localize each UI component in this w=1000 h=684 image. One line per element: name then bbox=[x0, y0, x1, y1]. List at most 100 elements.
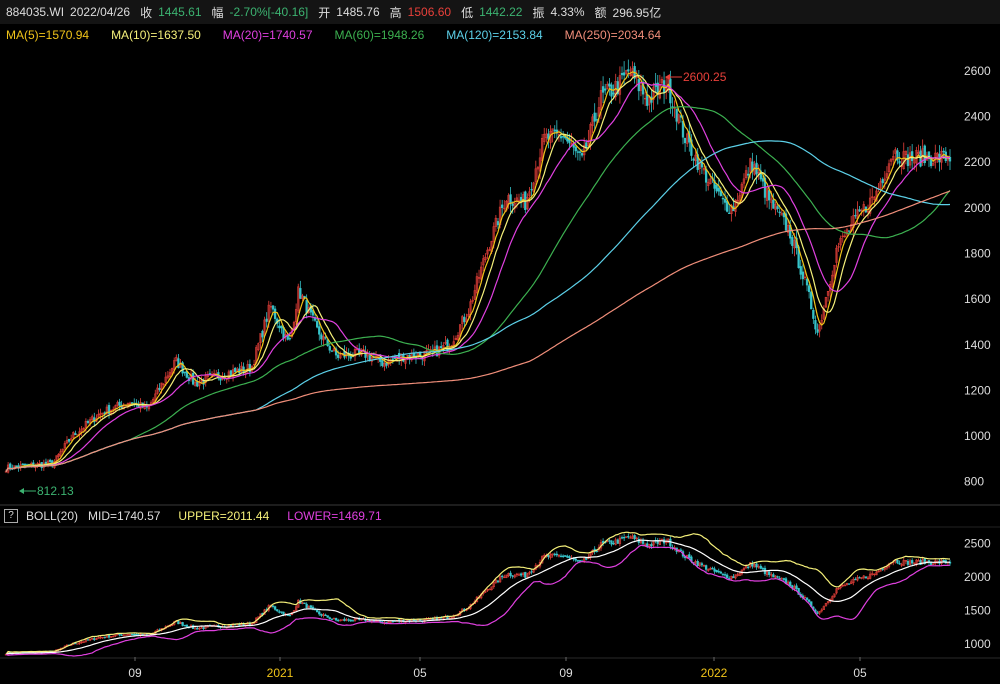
boll-candle-body bbox=[618, 537, 622, 544]
boll-candle-body bbox=[307, 605, 310, 609]
candle-body bbox=[391, 358, 395, 360]
candle-body bbox=[772, 199, 775, 209]
boll-candle-body bbox=[753, 564, 756, 568]
boll-candle-body bbox=[564, 555, 567, 557]
boll-candle-body bbox=[345, 619, 348, 621]
candle-body bbox=[534, 168, 537, 182]
boll-candle-body bbox=[530, 571, 533, 573]
low-marker-label: 812.13 bbox=[37, 484, 74, 498]
candle-body bbox=[568, 138, 571, 144]
boll-candle-body bbox=[551, 553, 554, 556]
candle-body bbox=[627, 69, 630, 72]
candle-body bbox=[463, 316, 466, 323]
boll-candle-body bbox=[280, 611, 283, 613]
y-tick-label: 1200 bbox=[964, 383, 991, 397]
ma5-legend: MA(5)=1570.94 bbox=[6, 28, 90, 42]
candle-body bbox=[536, 167, 540, 170]
boll-candle-body bbox=[833, 593, 836, 598]
candle-body bbox=[248, 364, 252, 373]
boll-candle-body bbox=[511, 575, 514, 577]
boll-candle-body bbox=[881, 568, 884, 570]
boll-candle-body bbox=[629, 537, 632, 539]
candle-body bbox=[330, 350, 334, 352]
candle-body bbox=[936, 152, 939, 157]
candle-body bbox=[328, 346, 331, 351]
candle-body bbox=[625, 70, 628, 74]
boll-candle-body bbox=[568, 556, 571, 559]
boll-candle-body bbox=[635, 537, 638, 540]
candle-body bbox=[86, 420, 90, 424]
y-tick-label: 1600 bbox=[964, 292, 991, 306]
amount-value: 296.95亿 bbox=[612, 5, 662, 20]
candle-body bbox=[761, 178, 765, 182]
candle-body bbox=[791, 237, 794, 246]
candle-body bbox=[166, 375, 170, 379]
boll-candle-body bbox=[778, 577, 781, 580]
boll-candle-body bbox=[339, 619, 342, 622]
boll-candle-body bbox=[341, 619, 344, 621]
boll-candle-body bbox=[696, 561, 699, 566]
x-tick-label: 2022 bbox=[701, 666, 728, 680]
candle-body bbox=[139, 402, 142, 409]
boll-candle-body bbox=[904, 559, 907, 562]
boll-candle-body bbox=[625, 536, 628, 538]
boll-candle-body bbox=[875, 571, 878, 576]
ma250-line bbox=[5, 190, 951, 472]
y-tick-label: 2200 bbox=[964, 155, 991, 169]
candle-body bbox=[917, 152, 920, 155]
candle-body bbox=[61, 448, 64, 452]
boll-candle-body bbox=[320, 613, 323, 616]
boll-candle-body bbox=[620, 537, 624, 539]
boll-candle-body bbox=[326, 615, 329, 618]
boll-candle-body bbox=[177, 620, 180, 625]
candle-body bbox=[74, 433, 77, 436]
candle-body bbox=[595, 119, 598, 121]
boll-candle-body bbox=[80, 641, 83, 644]
y-tick-label: 2600 bbox=[964, 64, 991, 78]
boll-candle-body bbox=[278, 611, 281, 613]
candle-body bbox=[820, 319, 823, 325]
candle-body bbox=[259, 333, 262, 343]
y-tick-label: 2000 bbox=[964, 201, 991, 215]
candle-body bbox=[692, 158, 695, 161]
boll-candle-body bbox=[896, 559, 899, 564]
candle-body bbox=[368, 355, 371, 361]
candle-body bbox=[702, 167, 706, 171]
boll-candle-body bbox=[688, 554, 691, 558]
boll-candle-body bbox=[679, 549, 683, 551]
candle-body bbox=[332, 348, 336, 351]
candle-body bbox=[164, 376, 167, 383]
candle-body bbox=[484, 256, 487, 260]
candle-body bbox=[353, 349, 357, 357]
boll-candle-body bbox=[906, 561, 910, 565]
boll-candle-body bbox=[103, 636, 106, 639]
candle-body bbox=[446, 339, 449, 352]
boll-candle-body bbox=[337, 619, 340, 622]
candle-body bbox=[694, 154, 697, 162]
boll-candle-body bbox=[555, 553, 558, 556]
help-icon[interactable]: ? bbox=[4, 509, 18, 523]
boll-candle-body bbox=[116, 633, 119, 636]
boll-candle-body bbox=[496, 580, 500, 583]
candle-body bbox=[406, 355, 409, 357]
candle-body bbox=[517, 199, 521, 202]
candle-body bbox=[929, 156, 933, 167]
candle-body bbox=[511, 203, 514, 206]
candle-body bbox=[629, 73, 632, 76]
candle-body bbox=[456, 335, 460, 341]
candle-body bbox=[324, 337, 327, 339]
candle-body bbox=[618, 75, 622, 95]
candle-body bbox=[267, 304, 270, 322]
candle-body bbox=[747, 173, 750, 176]
candle-body bbox=[715, 184, 718, 192]
quote-date: 2022/04/26 bbox=[70, 5, 131, 19]
low-label: 低 bbox=[461, 5, 474, 20]
boll-candle-body bbox=[854, 578, 857, 581]
boll-candle-body bbox=[860, 577, 863, 579]
candle-body bbox=[871, 196, 874, 199]
boll-candle-body bbox=[902, 560, 905, 566]
candle-body bbox=[892, 156, 895, 160]
candle-body bbox=[320, 334, 323, 340]
boll-candle-body bbox=[288, 614, 291, 617]
